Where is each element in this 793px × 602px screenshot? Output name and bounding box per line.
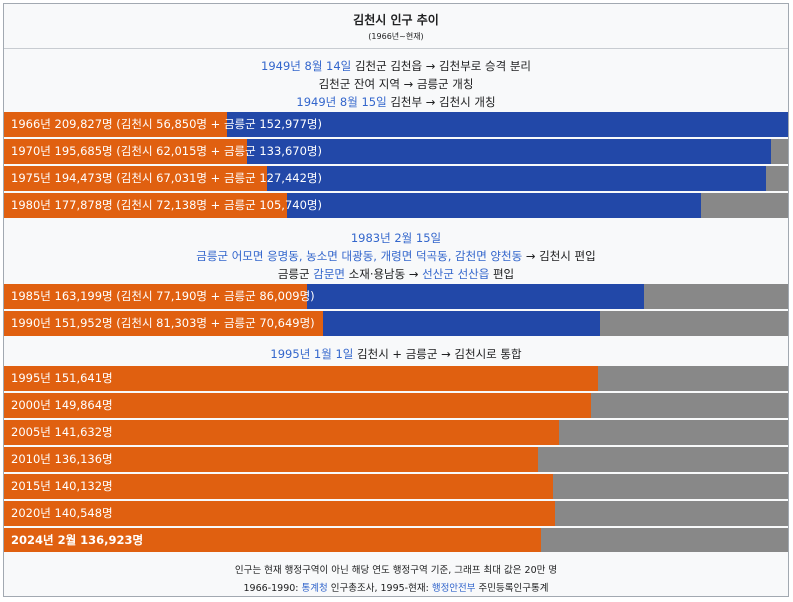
note-1983-line2: 금릉군 어모면 응명동, 농소면 대광동, 개령면 덕곡동, 감천면 양천동 →… bbox=[4, 248, 788, 264]
bar-row-2005: 2005년 141,632명 bbox=[4, 420, 788, 445]
bar-label: 1990년 151,952명 (김천시 81,303명 + 금릉군 70,649… bbox=[11, 316, 315, 330]
bar-segment-gimcheon-si bbox=[4, 311, 323, 336]
bar-row-2000: 2000년 149,864명 bbox=[4, 393, 788, 418]
chart-title: 김천시 인구 추이 bbox=[353, 13, 439, 27]
gammun-link[interactable]: 감문면 bbox=[313, 267, 345, 281]
seonsan-link[interactable]: 선산군 선산읍 bbox=[422, 267, 490, 281]
bar-segment-gimcheon-si bbox=[4, 166, 267, 191]
footer-text: 주민등록인구통계 bbox=[475, 583, 549, 594]
footer-text: 인구총조사, 1995-현재: bbox=[327, 583, 432, 594]
bar-segment-geumneung-gun bbox=[323, 311, 600, 336]
note-text: 로 승격 분리 bbox=[470, 59, 531, 73]
note-1983-line1: 1983년 2월 15일 bbox=[4, 230, 788, 246]
note-text: 금릉군 bbox=[277, 267, 314, 281]
note-1983: 1983년 2월 15일 금릉군 어모면 응명동, 농소면 대광동, 개령면 덕… bbox=[4, 221, 788, 283]
bar-segment-gimcheon-si bbox=[4, 420, 559, 445]
bar-label: 2005년 141,632명 bbox=[11, 425, 113, 439]
note-text: 로 통합 bbox=[486, 347, 522, 361]
bar-segment-geumneung-gun bbox=[227, 112, 788, 137]
note-1995-line1: 1995년 1월 1일 김천시 + 금릉군 → 김천시로 통합 bbox=[4, 346, 788, 362]
note-text: 김천부 → 김천시 bbox=[386, 95, 471, 109]
note-1983-line3: 금릉군 감문면 소재·용남동 → 선산군 선산읍 편입 bbox=[4, 266, 788, 282]
note-text: 편입 bbox=[570, 249, 596, 263]
bar-segment-geumneung-gun bbox=[307, 284, 644, 309]
bar-label: 1966년 209,827명 (김천시 56,850명 + 금릉군 152,97… bbox=[11, 117, 322, 131]
note-text: 개칭 bbox=[470, 95, 496, 109]
bar-segment-gimcheon-si bbox=[4, 112, 227, 137]
note-1949-line1: 1949년 8월 14일 김천군 김천읍 → 김천부로 승격 분리 bbox=[4, 58, 788, 74]
bar-segment-geumneung-gun bbox=[287, 193, 701, 218]
date-link-1949-08-15[interactable]: 1949년 8월 15일 bbox=[296, 95, 387, 109]
bar-label: 1975년 194,473명 (김천시 67,031명 + 금릉군 127,44… bbox=[11, 171, 322, 185]
bar-row-1966: 1966년 209,827명 (김천시 56,850명 + 금릉군 152,97… bbox=[4, 112, 788, 137]
note-text: 김천시 bbox=[539, 249, 571, 263]
bar-segment-gimcheon-si bbox=[4, 393, 591, 418]
note-text: 김천군 bbox=[354, 59, 387, 73]
footer-sources: 1966-1990: 통계청 인구총조사, 1995-현재: 행정안전부 주민등… bbox=[4, 580, 788, 594]
population-chart-frame: 김천시 인구 추이 (1966년~현재) 1949년 8월 14일 김천군 김천… bbox=[3, 3, 789, 597]
kostat-link[interactable]: 통계청 bbox=[301, 583, 328, 594]
bar-segment-gimcheon-si bbox=[4, 501, 555, 526]
bar-row-2024년-2월: 2024년 2월 136,923명 bbox=[4, 528, 788, 553]
bar-label: 2020년 140,548명 bbox=[11, 506, 113, 520]
bar-label: 2010년 136,136명 bbox=[11, 452, 113, 466]
bar-segment-geumneung-gun bbox=[247, 139, 771, 164]
bar-label: 1980년 177,878명 (김천시 72,138명 + 금릉군 105,74… bbox=[11, 198, 322, 212]
note-1949: 1949년 8월 14일 김천군 김천읍 → 김천부로 승격 분리 김천군 잔여… bbox=[4, 49, 788, 111]
note-1995: 1995년 1월 1일 김천시 + 금릉군 → 김천시로 통합 bbox=[4, 339, 788, 365]
bar-label: 2024년 2월 136,923명 bbox=[11, 533, 144, 547]
bar-segment-gimcheon-si bbox=[4, 366, 598, 391]
note-1949-line3: 1949년 8월 15일 김천부 → 김천시 개칭 bbox=[4, 94, 788, 110]
note-text: 김천부 bbox=[439, 59, 471, 73]
bar-row-2020: 2020년 140,548명 bbox=[4, 501, 788, 526]
bar-label: 2015년 140,132명 bbox=[11, 479, 113, 493]
bar-row-1975: 1975년 194,473명 (김천시 67,031명 + 금릉군 127,44… bbox=[4, 166, 788, 191]
bar-segment-gimcheon-si bbox=[4, 528, 541, 553]
bar-segment-gimcheon-si bbox=[4, 284, 307, 309]
bar-segment-gimcheon-si bbox=[4, 139, 247, 164]
note-text: 편입 bbox=[489, 267, 515, 281]
bar-row-1980: 1980년 177,878명 (김천시 72,138명 + 금릉군 105,74… bbox=[4, 193, 788, 218]
bar-label: 2000년 149,864명 bbox=[11, 398, 113, 412]
bar-segment-geumneung-gun bbox=[267, 166, 766, 191]
places-link[interactable]: 금릉군 어모면 응명동, 농소면 대광동, 개령면 덕곡동, 감천면 양천동 bbox=[196, 249, 523, 263]
note-text: 소재·용남동 → bbox=[345, 267, 423, 281]
chart-header: 김천시 인구 추이 (1966년~현재) bbox=[4, 4, 788, 49]
chart-footer: 인구는 현재 행정구역이 아닌 해당 연도 행정구역 기준, 그래프 최대 값은… bbox=[4, 552, 788, 596]
note-text: → bbox=[522, 249, 540, 263]
date-link-1983-02-15[interactable]: 1983년 2월 15일 bbox=[350, 231, 442, 245]
bar-row-1970: 1970년 195,685명 (김천시 62,015명 + 금릉군 133,67… bbox=[4, 139, 788, 164]
note-1949-line2: 김천군 잔여 지역 → 금릉군 개칭 bbox=[318, 77, 474, 91]
footer-text: 1966-1990: bbox=[243, 583, 302, 594]
bar-row-1990: 1990년 151,952명 (김천시 81,303명 + 금릉군 70,649… bbox=[4, 311, 788, 336]
date-link-1995-01-01[interactable]: 1995년 1월 1일 bbox=[270, 347, 354, 361]
bar-row-1985: 1985년 163,199명 (김천시 77,190명 + 금릉군 86,009… bbox=[4, 284, 788, 309]
mois-link[interactable]: 행정안전부 bbox=[431, 583, 476, 594]
bar-row-1995: 1995년 151,641명 bbox=[4, 366, 788, 391]
bar-segment-gimcheon-si bbox=[4, 193, 287, 218]
chart-subtitle: (1966년~현재) bbox=[368, 32, 424, 41]
note-text: 김천시 + 금릉군 → 김천시 bbox=[353, 347, 487, 361]
note-text: 김천읍 → bbox=[386, 59, 440, 73]
bar-row-2015: 2015년 140,132명 bbox=[4, 474, 788, 499]
footer-note: 인구는 현재 행정구역이 아닌 해당 연도 행정구역 기준, 그래프 최대 값은… bbox=[234, 565, 558, 576]
bar-segment-gimcheon-si bbox=[4, 447, 538, 472]
bar-row-2010: 2010년 136,136명 bbox=[4, 447, 788, 472]
bar-label: 1985년 163,199명 (김천시 77,190명 + 금릉군 86,009… bbox=[11, 289, 315, 303]
bar-segment-gimcheon-si bbox=[4, 474, 553, 499]
bar-label: 1970년 195,685명 (김천시 62,015명 + 금릉군 133,67… bbox=[11, 144, 322, 158]
bar-label: 1995년 151,641명 bbox=[11, 371, 113, 385]
date-link-1949-08-14[interactable]: 1949년 8월 14일 bbox=[261, 59, 352, 73]
